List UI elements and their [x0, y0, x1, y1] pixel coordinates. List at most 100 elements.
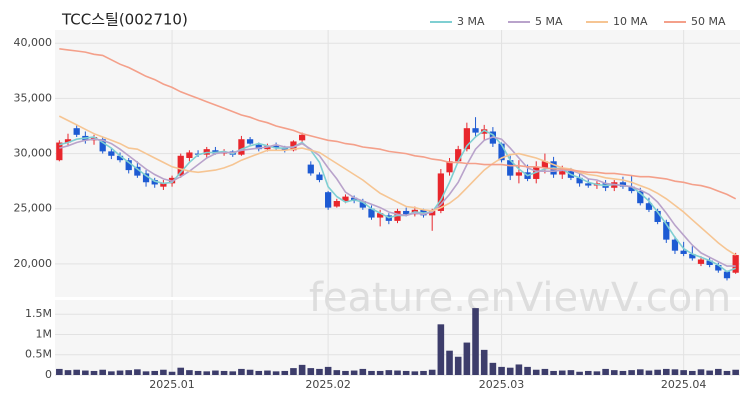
candle-body — [238, 139, 245, 155]
volume-bar — [489, 362, 497, 375]
candle-body — [515, 172, 523, 176]
candle-body — [732, 255, 739, 273]
candle-body — [706, 260, 713, 266]
y-tick-label: 1.5M — [25, 307, 52, 320]
candle-body — [671, 239, 679, 251]
volume-bar — [56, 368, 63, 375]
y-tick-label: 25,000 — [14, 202, 53, 215]
volume-bar — [558, 370, 566, 375]
volume-bar — [376, 370, 384, 375]
volume-bar — [90, 370, 98, 375]
volume-bar — [229, 371, 237, 375]
volume-bar — [333, 370, 341, 375]
candle-body — [645, 203, 653, 210]
y-tick-label: 0.5M — [25, 348, 52, 361]
candle-body — [108, 151, 115, 156]
volume-bar — [532, 369, 540, 375]
volume-bar — [212, 370, 219, 375]
volume-bar — [316, 368, 323, 375]
volume-bar — [602, 368, 609, 375]
candle-body — [281, 148, 288, 151]
candle-body — [272, 145, 280, 149]
y-tick-label: 35,000 — [14, 91, 53, 104]
volume-bar — [177, 367, 185, 375]
volume-bar — [298, 364, 306, 375]
x-tick-label: 2025.03 — [479, 378, 525, 391]
volume-bar — [654, 369, 661, 375]
candle-body — [455, 149, 462, 162]
candle-body — [255, 144, 262, 150]
volume-bar — [645, 370, 653, 375]
volume-bar — [697, 369, 705, 375]
volume-bar — [706, 370, 713, 375]
volume-bar — [402, 370, 410, 375]
volume-bar — [342, 370, 349, 375]
candle-body — [142, 173, 150, 183]
volume-bar — [64, 370, 72, 375]
volume-bar — [506, 367, 514, 375]
y-tick-label: 30,000 — [14, 147, 53, 160]
volume-bar — [324, 366, 332, 375]
x-tick-label: 2025.02 — [305, 378, 351, 391]
candle-body — [507, 160, 514, 176]
candle-body — [689, 253, 696, 259]
candle-body — [429, 210, 436, 216]
candle-body — [134, 166, 141, 176]
legend-label: 50 MA — [691, 15, 726, 28]
volume-bar — [420, 370, 427, 375]
volume-bar — [220, 370, 228, 375]
volume-bar — [134, 369, 141, 375]
candle-body — [715, 265, 722, 271]
price-pane — [55, 30, 740, 297]
candle-body — [628, 186, 635, 192]
candle-body — [290, 141, 297, 151]
volume-bar — [628, 370, 635, 375]
ma-line — [59, 48, 737, 200]
x-tick-label: 2025.04 — [661, 378, 707, 391]
volume-bar — [272, 371, 280, 375]
candle-body — [663, 221, 670, 240]
candle-body — [298, 134, 306, 141]
volume-bar — [663, 368, 670, 375]
volume-bar — [524, 366, 531, 375]
y-tick-label: 40,000 — [14, 36, 53, 49]
candle-body — [177, 155, 184, 176]
ma-line — [58, 115, 737, 256]
x-tick-label: 2025.01 — [149, 378, 195, 391]
volume-pane — [55, 300, 740, 375]
candle-body — [481, 129, 488, 134]
y-tick-label: 20,000 — [14, 257, 53, 270]
volume-bar — [498, 366, 505, 375]
volume-bar — [480, 349, 488, 375]
candle-body — [723, 271, 731, 279]
volume-bar — [203, 371, 211, 375]
volume-bar — [307, 368, 315, 375]
volume-bar — [116, 370, 124, 375]
volume-bar — [350, 370, 358, 375]
volume-bar — [619, 370, 627, 375]
candle-body — [446, 161, 453, 173]
volume-bar — [151, 370, 159, 375]
candle-body — [437, 173, 444, 211]
candle-body — [472, 128, 479, 133]
volume-bar — [689, 370, 696, 375]
volume-bar — [99, 369, 106, 375]
volume-bar — [125, 370, 132, 375]
ma-line — [59, 136, 736, 267]
volume-bar — [108, 371, 115, 375]
y-tick-label: 1M — [36, 327, 53, 340]
legend-label: 10 MA — [613, 15, 648, 28]
volume-bar — [264, 370, 271, 375]
legend-label: 5 MA — [535, 15, 563, 28]
candle-body — [325, 192, 332, 208]
volume-bar — [515, 364, 523, 375]
volume-bar — [715, 368, 722, 375]
candle-body — [246, 139, 254, 144]
candle-body — [541, 161, 549, 168]
volume-bar — [671, 369, 679, 375]
candle-body — [463, 128, 470, 150]
volume-bar — [610, 370, 618, 375]
volume-bar — [290, 368, 297, 375]
candle-body — [116, 155, 124, 161]
